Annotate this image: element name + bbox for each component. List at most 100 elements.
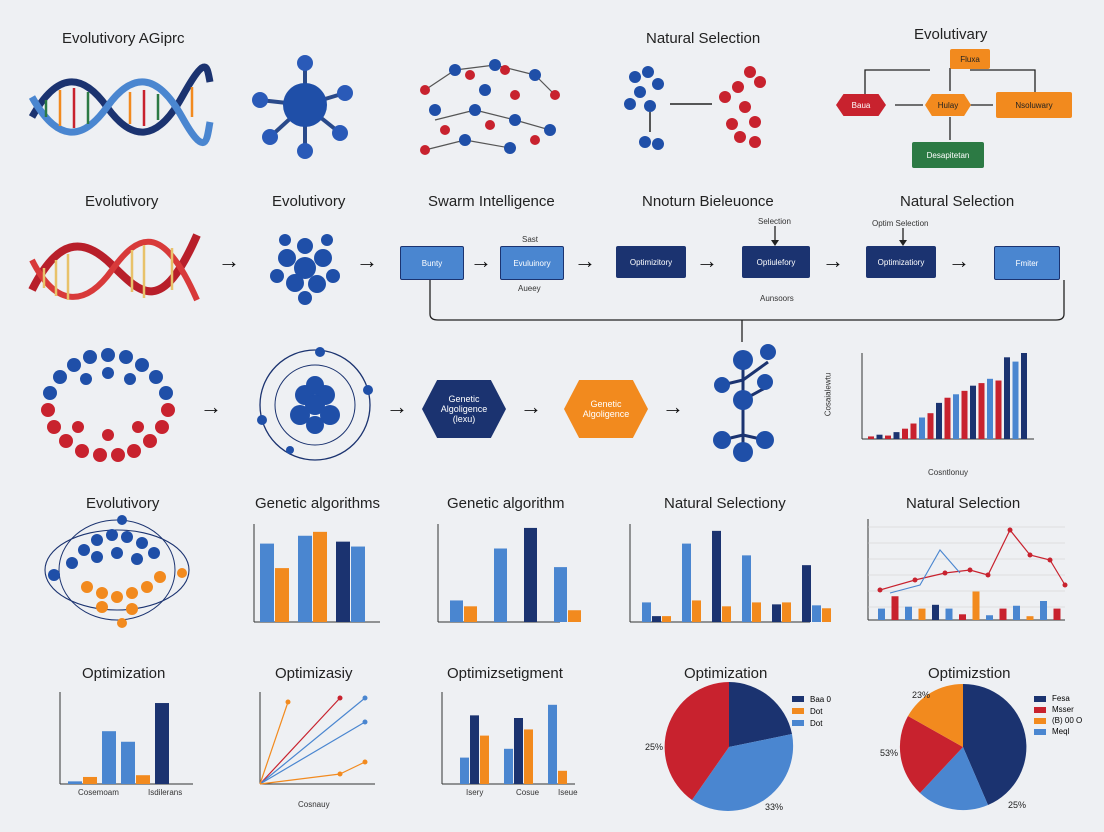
hex2-line1: Genetic [590,399,622,409]
arrow-right-icon: → [470,248,492,273]
flow2-box-6: Fmiter [994,246,1060,280]
r2-title-4: Nnoturn Bieleuonce [642,193,774,210]
bar [910,423,917,439]
bar [554,567,567,622]
r4-title-1: Evolutivory [86,495,160,512]
bar [802,565,811,622]
bar [902,428,908,439]
r1-title-1: Evolutivory AGiprc [62,30,185,47]
down-arrow-icon [899,228,907,246]
bar [972,591,980,620]
bar [1053,608,1061,620]
r1-title-2: Natural Selection [646,30,761,47]
orbit-atom-icon [257,347,373,461]
flow1-mid-box: Hulay [925,94,971,116]
hex1-line1: Genetic [448,394,480,404]
arrow-right-icon: → [520,394,542,419]
r5-title-2: Optimizasiy [275,665,353,682]
molecule-tree-icon [713,344,776,462]
pie2-pct-left: 53% [880,748,899,758]
bar [460,757,469,784]
bar [524,729,533,784]
bar [885,435,891,439]
pie1-legend-3: Dot [810,718,823,728]
r5-title-1: Optimization [82,665,166,682]
bar [313,531,327,622]
pie2-legend-3: (B) 00 O [1052,716,1083,725]
flow2-note-aueey: Aueey [518,284,541,293]
point [967,567,973,573]
pie1-legend-1: Baa 0 [810,694,831,704]
dna-helix-red-icon [28,233,201,302]
bar [652,616,661,622]
bar [642,602,651,622]
bar [83,776,97,784]
hex1-line3: (lexu) [452,414,476,424]
bar [336,541,350,622]
bar [568,610,581,622]
r1-title-3: Evolutivary [914,26,988,43]
point [362,719,368,725]
r5-title-4: Optimization [684,665,768,682]
pie2-legend-1: Fesa [1052,694,1070,703]
point [337,695,343,701]
bar [812,605,821,622]
legend-swatch [792,720,804,726]
bar [260,543,274,622]
bar [978,383,985,439]
bar [692,600,701,622]
selection-clusters-icon [624,66,766,150]
bar [470,715,479,784]
bar [959,614,966,620]
r4-chart-2 [437,524,581,623]
bar [548,704,557,784]
bar [298,535,312,622]
r3-chart-xlabel: Cosntlonuy [928,468,969,477]
flow1-right-box: Nsoluwary [996,92,1072,118]
bar [514,718,523,784]
bar [464,606,477,622]
legend-swatch [792,708,804,714]
bar [136,775,150,784]
bar [480,735,489,784]
bar [524,527,537,622]
pie1-legend: Baa 0 Dot Dot [792,693,831,729]
molecule-ring-icon [41,348,175,462]
bar [742,555,751,622]
point [285,699,291,705]
legend-swatch [1034,728,1046,735]
bar [155,703,169,784]
arrow-right-icon: → [356,248,378,273]
bar [945,608,953,620]
point [877,587,883,593]
r5-chart-3 [441,692,575,785]
bar [662,616,671,622]
bar [275,568,289,622]
bar [450,600,463,622]
pie-chart-1 [664,682,794,811]
hex-genetic-1: Genetic Algoligence (lexu) [422,380,506,438]
bar [891,596,899,620]
bar [722,606,731,622]
flow2-note-sast: Sast [522,235,539,244]
molecule-hub-icon [252,55,353,159]
bar [1012,361,1019,439]
arrow-right-icon: → [662,394,684,419]
bar [752,602,761,622]
pie-chart-2 [899,683,1027,811]
bar [893,432,900,439]
bar [558,770,567,784]
hex2-line2: Algoligence [582,409,630,419]
molecule-cluster-icon [270,234,340,305]
bar [494,548,507,622]
bar [953,394,959,439]
hex-genetic-2: Genetic Algoligence [564,380,648,438]
arrow-right-icon: → [200,394,222,419]
bar [970,385,976,439]
arrow-right-icon: → [218,248,240,273]
bar [932,604,939,620]
r2-title-2: Evolutivory [272,193,346,210]
series-line [259,721,366,785]
molecule-orbit-icon [44,515,190,628]
bar [351,546,365,622]
